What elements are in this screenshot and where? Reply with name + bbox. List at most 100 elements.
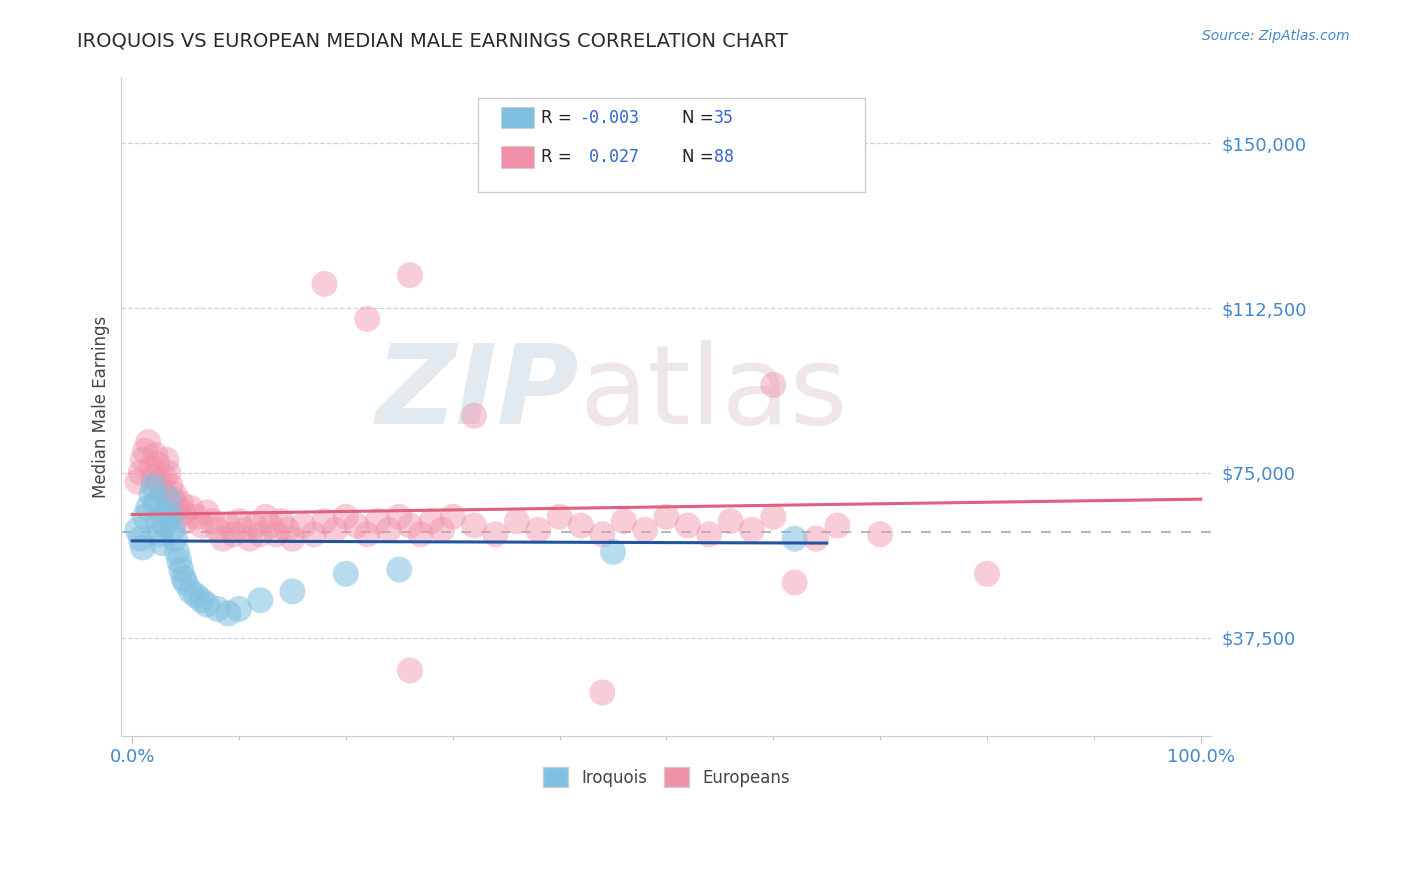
Point: [356, 527, 378, 541]
Point: [243, 518, 266, 533]
Point: [157, 466, 180, 480]
Point: [281, 532, 304, 546]
Point: [762, 378, 785, 392]
Point: [335, 509, 357, 524]
Point: [292, 518, 315, 533]
Text: 35: 35: [714, 109, 734, 127]
Point: [212, 532, 235, 546]
Point: [276, 523, 298, 537]
Point: [150, 536, 173, 550]
Point: [166, 545, 188, 559]
Text: 0.027: 0.027: [579, 148, 640, 166]
Point: [170, 497, 193, 511]
Point: [314, 277, 336, 291]
Point: [142, 479, 165, 493]
Point: [676, 518, 699, 533]
Point: [634, 523, 657, 537]
Point: [222, 527, 245, 541]
Point: [129, 466, 152, 480]
Point: [150, 483, 173, 498]
Point: [207, 523, 229, 537]
Point: [783, 575, 806, 590]
Text: N =: N =: [682, 148, 718, 166]
Point: [388, 562, 411, 576]
Point: [720, 514, 742, 528]
Text: R =: R =: [541, 109, 578, 127]
Text: R =: R =: [541, 148, 578, 166]
Point: [260, 518, 283, 533]
Point: [249, 593, 271, 607]
Point: [266, 527, 288, 541]
Point: [441, 509, 464, 524]
Point: [132, 541, 155, 555]
Text: 88: 88: [714, 148, 734, 166]
Point: [335, 566, 357, 581]
Point: [153, 470, 176, 484]
Point: [159, 509, 181, 524]
Point: [186, 589, 208, 603]
Point: [159, 479, 181, 493]
Point: [190, 593, 212, 607]
Point: [155, 505, 177, 519]
Point: [166, 500, 188, 515]
Point: [228, 602, 250, 616]
Point: [167, 554, 190, 568]
Point: [655, 509, 678, 524]
Point: [172, 505, 194, 519]
Point: [869, 527, 891, 541]
Point: [484, 527, 506, 541]
Point: [162, 492, 184, 507]
Point: [569, 518, 592, 533]
Point: [527, 523, 550, 537]
Point: [155, 452, 177, 467]
Point: [548, 509, 571, 524]
Point: [314, 514, 336, 528]
Text: -0.003: -0.003: [579, 109, 640, 127]
Point: [134, 443, 156, 458]
Point: [270, 514, 292, 528]
Point: [162, 523, 184, 537]
Point: [153, 518, 176, 533]
Point: [346, 518, 368, 533]
Point: [377, 523, 399, 537]
Point: [697, 527, 720, 541]
Legend: Iroquois, Europeans: Iroquois, Europeans: [536, 760, 797, 794]
Point: [356, 312, 378, 326]
Point: [146, 457, 169, 471]
Point: [127, 475, 149, 489]
Text: N =: N =: [682, 109, 718, 127]
Point: [281, 584, 304, 599]
Point: [145, 497, 167, 511]
Point: [186, 509, 208, 524]
Point: [602, 545, 624, 559]
Point: [167, 509, 190, 524]
Point: [217, 607, 239, 621]
Point: [142, 470, 165, 484]
Point: [163, 532, 186, 546]
Point: [146, 514, 169, 528]
Point: [195, 505, 218, 519]
Point: [827, 518, 849, 533]
Point: [591, 685, 613, 699]
Point: [228, 514, 250, 528]
Point: [976, 566, 998, 581]
Text: IROQUOIS VS EUROPEAN MEDIAN MALE EARNINGS CORRELATION CHART: IROQUOIS VS EUROPEAN MEDIAN MALE EARNING…: [77, 31, 789, 50]
Point: [420, 514, 443, 528]
Point: [149, 527, 172, 541]
Point: [430, 523, 453, 537]
Point: [249, 527, 271, 541]
Point: [136, 500, 159, 515]
Point: [180, 584, 202, 599]
Point: [163, 488, 186, 502]
Point: [134, 509, 156, 524]
Point: [136, 435, 159, 450]
Point: [254, 509, 277, 524]
Point: [323, 523, 346, 537]
Point: [174, 575, 197, 590]
Point: [367, 514, 389, 528]
Point: [141, 488, 163, 502]
Point: [207, 602, 229, 616]
Point: [506, 514, 529, 528]
Point: [239, 532, 262, 546]
Point: [201, 514, 224, 528]
